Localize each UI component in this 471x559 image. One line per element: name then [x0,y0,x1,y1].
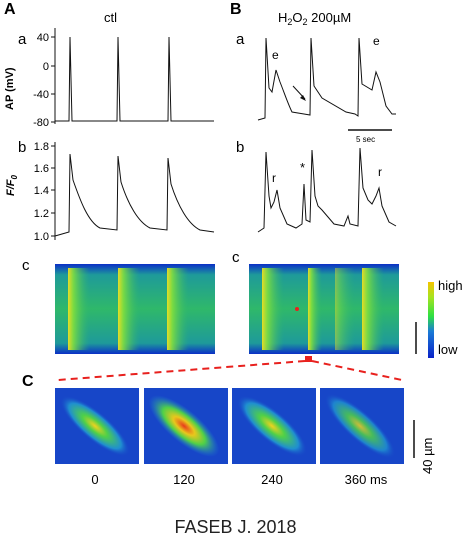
ff0-axis: 1.8 1.6 1.4 1.2 1.0 F/F0 [5,141,56,243]
panel-label-c: C [22,373,34,390]
colorbar-high-label: high [438,278,463,293]
frame-360 [320,388,404,464]
colorbar: high low [428,278,463,358]
ff0-tick-1-6: 1.6 [34,163,49,175]
ff0-tick-1-0: 1.0 [34,231,49,243]
star-label: * [300,160,305,175]
ap-axis-label: AP (mV) [4,67,16,110]
release-label-1: r [272,171,276,185]
ff0-tick-1-2: 1.2 [34,208,49,220]
linescan-image-ctl [55,264,215,354]
spark-marker [295,307,299,311]
panel-label-a: A [4,1,16,18]
frame-time-0: 0 [91,472,98,487]
linescan-image-h2o2 [249,264,399,354]
frame-time-120: 120 [173,472,195,487]
condition-h2o2: H2O2 200µM [278,10,351,27]
time-scale-bar: 5 sec [348,129,392,144]
ap-trace-ctl [55,36,214,122]
calcium-trace-ctl [54,153,215,237]
sublabel-a-right: a [236,31,245,48]
ap-axis: 40 0 -40 -80 AP (mV) [4,28,56,129]
ap-tick-0: 0 [43,61,49,73]
sublabel-a-left: a [18,31,27,48]
arrow-marker [292,85,306,101]
ead-label-2: e [373,34,380,48]
frame-time-240: 240 [261,472,283,487]
ead-label-1: e [272,48,279,62]
ap-tick-40: 40 [37,32,49,44]
time-scale-label: 5 sec [356,135,375,144]
ap-tick-neg80: -80 [33,117,49,129]
spatial-scale-label: 40 µm [420,438,435,474]
ff0-tick-1-8: 1.8 [34,141,49,153]
sublabel-c-right: c [232,249,240,266]
sublabel-b-left: b [18,139,26,156]
sublabel-c-left: c [22,257,30,274]
ap-tick-neg40: -40 [33,89,49,101]
figure: A B C ctl H2O2 200µM a b c a b c 40 0 -4… [4,1,463,487]
release-label-2: r [378,165,382,179]
spatial-scale-bar: 40 µm [413,420,435,474]
colorbar-low-label: low [438,342,458,357]
sublabel-b-right: b [236,139,244,156]
condition-ctl: ctl [104,10,117,25]
ff0-axis-label: F/F0 [5,175,19,197]
panel-label-b: B [230,1,242,18]
calcium-trace-h2o2 [257,147,397,233]
frame-240 [232,388,316,464]
zoom-indicator [57,356,403,381]
figure-caption: FASEB J. 2018 [174,517,297,537]
frame-120 [144,388,228,464]
frame-time-360: 360 ms [345,472,388,487]
ff0-tick-1-4: 1.4 [34,185,49,197]
ap-trace-h2o2 [257,37,396,121]
frame-0 [55,388,139,464]
